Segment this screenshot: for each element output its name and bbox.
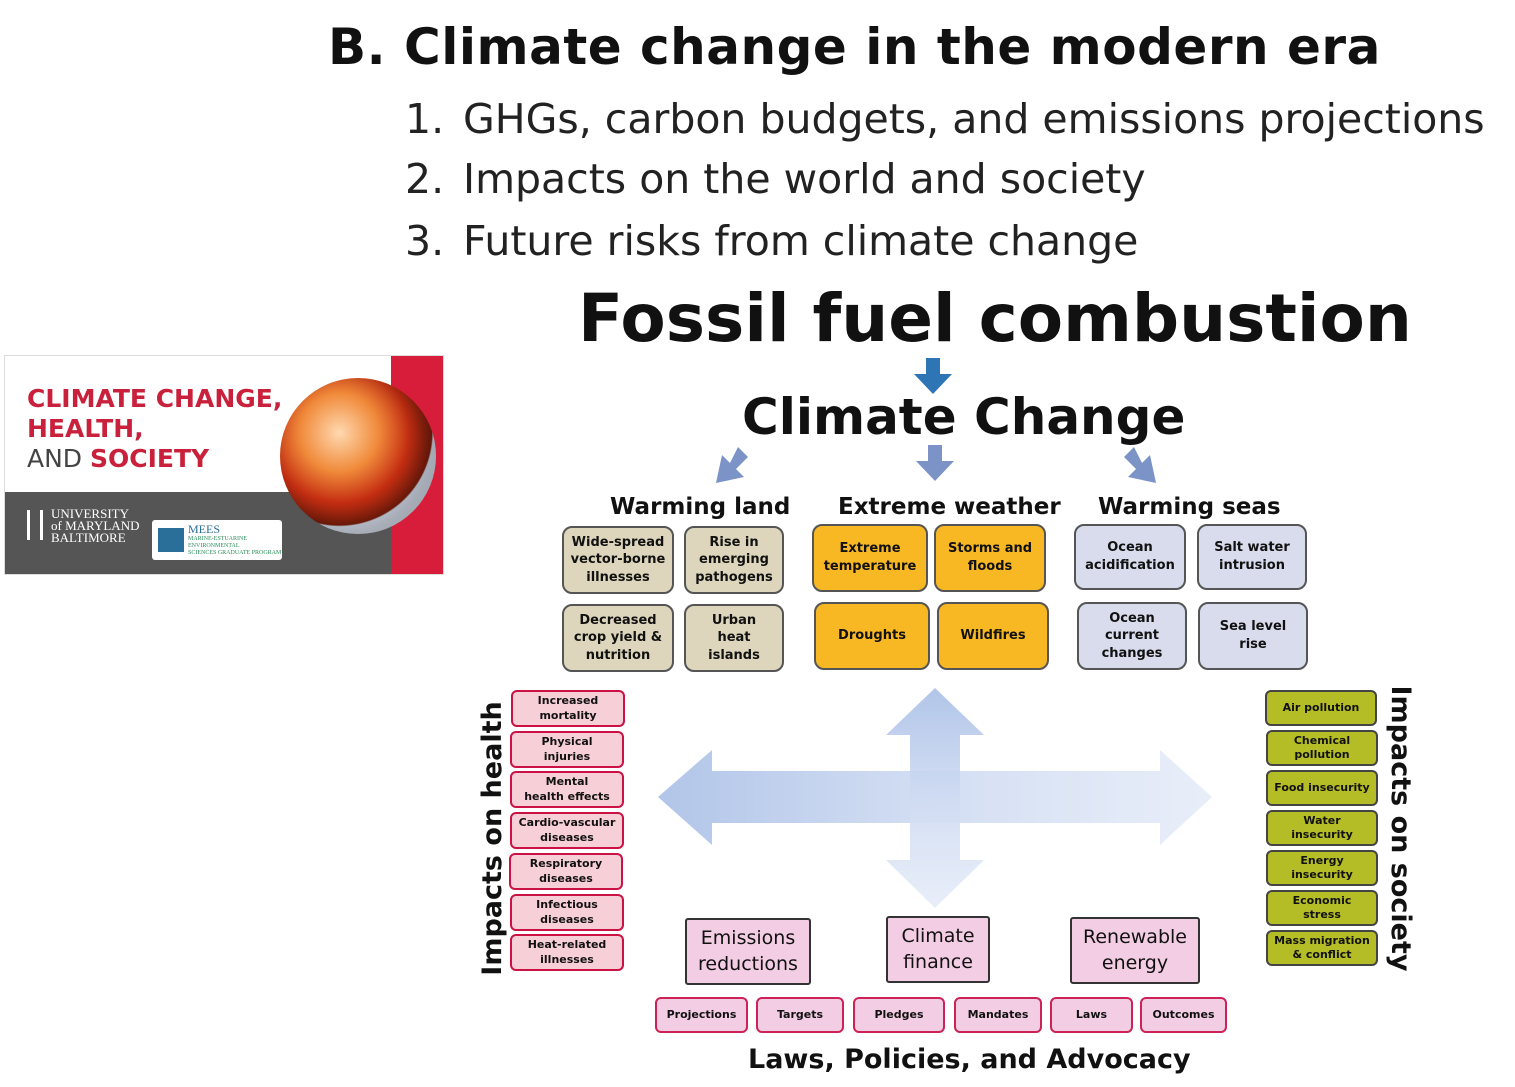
policy-box: Emissions reductions	[685, 918, 811, 985]
outline-num: 1.	[405, 95, 445, 143]
health-box: Physical injuries	[510, 731, 624, 768]
umb-columns-icon	[27, 510, 43, 540]
policy-sub-box: Targets	[756, 997, 844, 1033]
sea-box: Ocean acidification	[1074, 524, 1186, 590]
sea-box: Sea level rise	[1198, 602, 1308, 670]
society-box: Mass migration & conflict	[1266, 930, 1378, 966]
umb-line1: UNIVERSITY	[51, 506, 129, 521]
health-box: Mental health effects	[510, 771, 624, 808]
mees-subtitle: MARINE-ESTUARINE ENVIRONMENTAL SCIENCES …	[188, 536, 282, 556]
down-right-arrow-icon	[1124, 447, 1156, 483]
umb-wordmark: UNIVERSITY of MARYLAND BALTIMORE	[51, 506, 140, 545]
banner-title-line2: HEALTH,	[27, 414, 144, 443]
outline-text: Future risks from climate change	[463, 217, 1139, 265]
outline-item-3: 3. Future risks from climate change	[405, 217, 1138, 265]
outline-text: Impacts on the world and society	[463, 155, 1146, 203]
sea-box: Ocean current changes	[1077, 602, 1187, 670]
land-box: Wide-spread vector-borne illnesses	[562, 526, 674, 594]
policy-sub-box: Outcomes	[1140, 997, 1227, 1033]
mees-mark-icon	[158, 528, 184, 552]
policy-sub-box: Pledges	[853, 997, 945, 1033]
health-impacts-label: Impacts on health	[477, 701, 508, 976]
vertical-double-arrow	[886, 688, 984, 908]
mees-title: MEES	[188, 522, 221, 536]
banner-title-line1: CLIMATE CHANGE,	[27, 384, 283, 413]
health-box: Heat-related illnesses	[510, 934, 624, 971]
outline-num: 3.	[405, 217, 445, 265]
course-banner: CLIMATE CHANGE, HEALTH, AND SOCIETY UNIV…	[4, 355, 444, 575]
down-arrow-icon	[914, 358, 952, 394]
mees-logo: MEES MARINE-ESTUARINE ENVIRONMENTAL SCIE…	[152, 520, 282, 560]
banner-title-society: SOCIETY	[90, 444, 210, 473]
policy-section-label: Laws, Policies, and Advocacy	[748, 1044, 1191, 1075]
health-box: Increased mortality	[511, 690, 625, 727]
land-box: Urban heat islands	[684, 604, 784, 672]
policy-box: Renewable energy	[1070, 917, 1200, 984]
umb-line2: of MARYLAND	[51, 518, 140, 533]
health-box: Cardio-vascular diseases	[510, 812, 624, 849]
health-box: Respiratory diseases	[509, 853, 623, 890]
banner-title-line3: AND SOCIETY	[27, 444, 209, 474]
outline-text: GHGs, carbon budgets, and emissions proj…	[463, 95, 1485, 143]
sea-box: Salt water intrusion	[1197, 524, 1307, 590]
source-label: Fossil fuel combustion	[578, 280, 1412, 357]
banner-title-and: AND	[27, 444, 91, 473]
society-impacts-label: Impacts on society	[1385, 685, 1416, 972]
society-box: Water insecurity	[1266, 810, 1378, 846]
category-extreme-weather: Extreme weather	[838, 494, 1061, 520]
category-warming-land: Warming land	[610, 494, 791, 520]
down-left-arrow-icon	[716, 447, 748, 483]
policy-box: Climate finance	[886, 916, 990, 983]
umb-line3: BALTIMORE	[51, 530, 126, 545]
center-label: Climate Change	[742, 388, 1186, 446]
outline-item-1: 1. GHGs, carbon budgets, and emissions pr…	[405, 95, 1485, 143]
policy-sub-box: Laws	[1050, 997, 1133, 1033]
policy-sub-box: Mandates	[954, 997, 1042, 1033]
outline-item-2: 2. Impacts on the world and society	[405, 155, 1146, 203]
society-box: Food insecurity	[1266, 770, 1378, 806]
land-box: Decreased crop yield & nutrition	[562, 604, 674, 672]
society-box: Economic stress	[1266, 890, 1378, 926]
category-warming-seas: Warming seas	[1098, 494, 1281, 520]
weather-box: Wildfires	[937, 602, 1049, 670]
globe-heatmap-icon	[280, 378, 436, 534]
weather-box: Extreme temperature	[812, 524, 928, 592]
land-box: Rise in emerging pathogens	[684, 526, 784, 594]
weather-box: Droughts	[814, 602, 930, 670]
society-box: Energy insecurity	[1266, 850, 1378, 886]
weather-box: Storms and floods	[934, 524, 1046, 592]
policy-sub-box: Projections	[655, 997, 748, 1033]
health-box: Infectious diseases	[510, 894, 624, 931]
down-arrow-icon	[916, 445, 954, 481]
slide-heading: B. Climate change in the modern era	[328, 18, 1381, 76]
society-box: Air pollution	[1265, 690, 1377, 726]
outline-num: 2.	[405, 155, 445, 203]
society-box: Chemical pollution	[1266, 730, 1378, 766]
